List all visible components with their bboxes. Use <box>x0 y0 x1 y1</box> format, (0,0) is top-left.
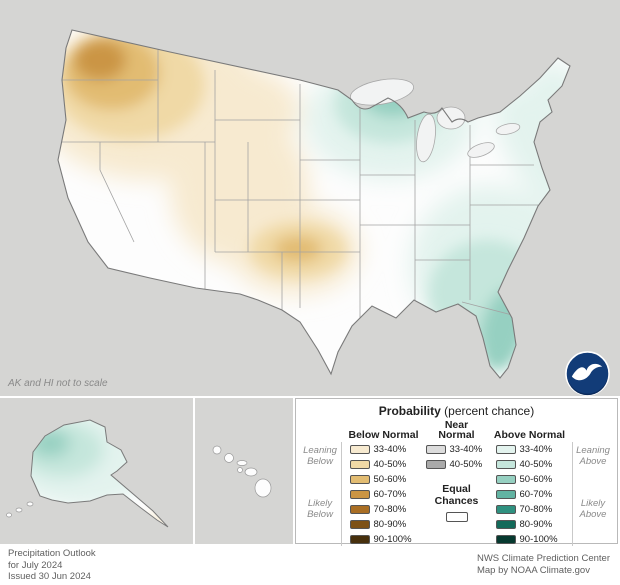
legend-row: 40-50% <box>342 457 426 472</box>
near-normal-column: Near Normal 33-40% 40-50% Equal Chances <box>425 419 488 523</box>
below-swatch <box>349 520 370 529</box>
noaa-logo <box>565 351 610 396</box>
below-normal-header: Below Normal <box>348 429 419 441</box>
footer-credits: NWS Climate Prediction Center Map by NOA… <box>477 553 610 576</box>
legend-row: 80-90% <box>488 517 572 532</box>
not-to-scale-note: AK and HI not to scale <box>8 378 108 389</box>
lake-erie <box>467 142 495 158</box>
above-normal-column: Above Normal 33-40% 40-50% 50-60% 60-70%… <box>488 421 572 547</box>
equal-chances-swatch <box>445 512 468 523</box>
above-swatch <box>495 490 516 499</box>
legend-row: 40-50% <box>488 457 572 472</box>
alaska-inset <box>0 398 193 544</box>
aleutian-islands <box>6 501 34 518</box>
legend-row: 70-80% <box>342 502 426 517</box>
likely-above-label: Likely Above <box>571 472 612 547</box>
below-swatch <box>349 505 370 514</box>
island-kauai <box>212 445 222 455</box>
insets-and-legend-row: Probability (percent chance) Leaning Bel… <box>0 398 620 547</box>
above-normal-header: Above Normal <box>493 429 566 441</box>
above-swatch <box>495 505 516 514</box>
island-maui <box>244 467 258 477</box>
below-swatch <box>349 535 370 544</box>
aleutian-island <box>15 507 23 513</box>
noaa-seagull-icon <box>571 363 603 381</box>
above-swatch <box>495 520 516 529</box>
legend-row: 60-70% <box>342 487 426 502</box>
legend-panel: Probability (percent chance) Leaning Bel… <box>295 398 618 547</box>
alaska-map <box>0 398 193 544</box>
below-50-60-core-oklahoma <box>274 236 322 262</box>
above-swatch <box>495 445 516 454</box>
footer-line-product: Precipitation Outlook <box>8 548 96 559</box>
footer-line-climategov: Map by NOAA Climate.gov <box>476 564 590 576</box>
below-swatch <box>349 445 370 454</box>
legend-title-main: Probability <box>378 404 441 418</box>
aleutian-island <box>6 512 12 518</box>
above-swatch <box>495 535 516 544</box>
legend-row: 50-60% <box>488 472 572 487</box>
legend-row: 33-40% <box>425 442 488 457</box>
lake-superior <box>350 78 414 106</box>
below-side-labels: Leaning Below Likely Below <box>302 421 342 547</box>
below-swatch <box>349 490 370 499</box>
legend-row: 90-100% <box>342 532 426 547</box>
legend-row: 40-50% <box>425 457 488 472</box>
legend-row: 80-90% <box>342 517 426 532</box>
below-normal-column: Below Normal 33-40% 40-50% 50-60% 60-70%… <box>342 421 426 547</box>
footer-line-period: for July 2024 <box>8 559 63 571</box>
legend-title: Probability (percent chance) <box>301 404 612 418</box>
near-swatch <box>425 445 446 454</box>
legend-row: 33-40% <box>488 442 572 457</box>
hawaii-map <box>195 398 293 544</box>
lake-michigan <box>416 113 436 163</box>
island-oahu <box>224 453 234 463</box>
us-precipitation-map <box>0 0 620 396</box>
aleutian-island <box>26 501 34 507</box>
island-molokai <box>236 460 248 466</box>
near-normal-header: Near Normal <box>438 419 475 441</box>
footer: Precipitation Outlook for July 2024 Issu… <box>0 546 620 585</box>
hawaiian-islands <box>212 445 272 498</box>
legend-row: 90-100% <box>488 532 572 547</box>
footer-issuance-info: Precipitation Outlook for July 2024 Issu… <box>8 548 96 583</box>
main-map-area: AK and HI not to scale <box>0 0 620 396</box>
island-hawaii <box>254 478 272 498</box>
near-swatch <box>425 460 446 469</box>
below-swatch <box>349 475 370 484</box>
great-lakes <box>350 78 521 163</box>
footer-line-cpc: NWS Climate Prediction Center <box>476 553 610 564</box>
above-side-labels: Leaning Above Likely Above <box>571 421 612 547</box>
above-swatch <box>495 475 516 484</box>
lake-huron <box>436 106 466 130</box>
legend-row: 60-70% <box>488 487 572 502</box>
legend-row: 70-80% <box>488 502 572 517</box>
footer-line-issued: Issued 30 Jun 2024 <box>8 571 91 582</box>
likely-below-label: Likely Below <box>302 472 342 547</box>
legend-row: 33-40% <box>342 442 426 457</box>
equal-chances-label: Equal Chances <box>434 483 479 508</box>
below-60-70-core-northwest <box>74 40 126 80</box>
hawaii-inset <box>195 398 293 544</box>
lake-ontario <box>495 123 521 135</box>
legend-title-suffix: (percent chance) <box>444 404 535 418</box>
legend-row: 50-60% <box>342 472 426 487</box>
below-swatch <box>349 460 370 469</box>
leaning-above-label: Leaning Above <box>571 442 612 472</box>
hawaii-background <box>195 398 293 544</box>
state-borders <box>58 46 538 330</box>
island-lanai <box>237 467 243 473</box>
leaning-below-label: Leaning Below <box>302 442 342 472</box>
above-swatch <box>495 460 516 469</box>
